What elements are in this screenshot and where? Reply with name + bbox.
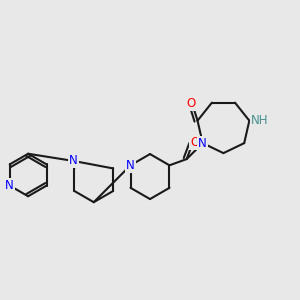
Text: N: N	[126, 159, 135, 172]
Text: N: N	[69, 154, 78, 167]
Text: O: O	[190, 136, 200, 149]
Text: N: N	[5, 179, 14, 192]
Text: NH: NH	[251, 114, 268, 127]
Text: N: N	[198, 136, 207, 150]
Text: O: O	[187, 97, 196, 110]
